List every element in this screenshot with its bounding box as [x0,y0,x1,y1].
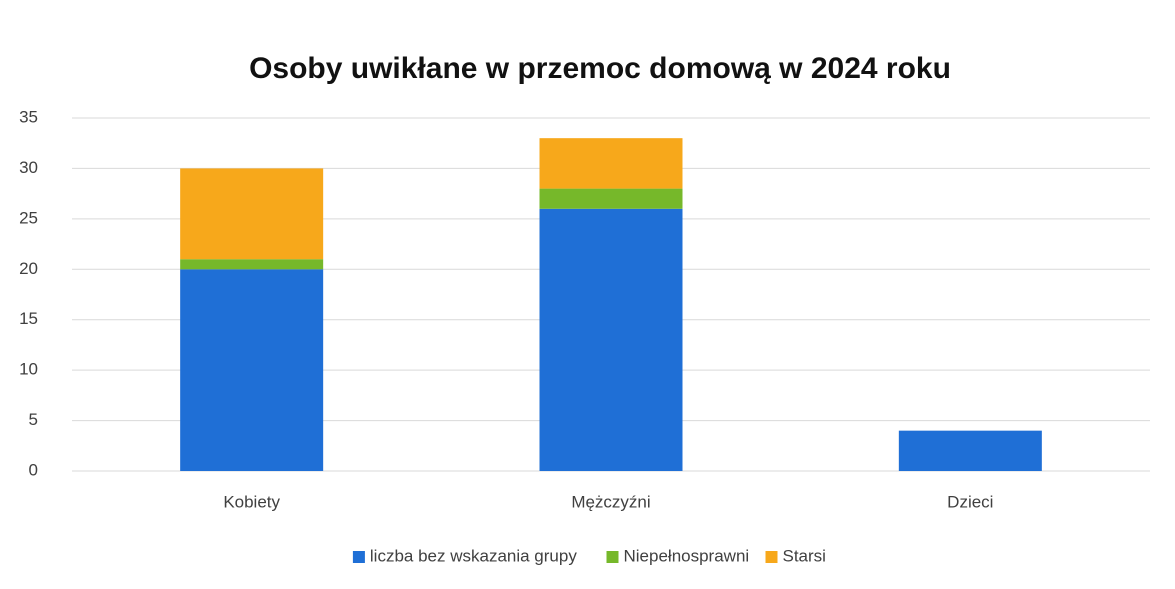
x-tick-label: Mężczyźni [571,492,650,511]
y-tick-label: 0 [29,460,38,479]
bar-segment [180,259,324,270]
y-tick-label: 15 [19,309,38,328]
chart-title: Osoby uwikłane w przemoc domową w 2024 r… [249,52,951,85]
legend-swatch [765,551,778,563]
legend-swatch [352,551,365,563]
bar-segment [180,269,324,471]
y-tick-label: 35 [19,107,38,126]
legend-swatch [606,551,619,563]
y-tick-label: 25 [19,208,38,227]
y-tick-label: 5 [29,410,38,429]
legend-label: Niepełnosprawni [624,546,750,565]
legend-label: Starsi [783,546,826,565]
bar-segment [539,138,683,189]
y-tick-label: 20 [19,259,38,278]
x-tick-label: Dzieci [947,492,993,511]
y-tick-label: 30 [19,158,38,177]
legend-label: liczba bez wskazania grupy [370,546,577,565]
bar-segment [898,430,1042,471]
bar-segment [180,168,324,260]
bar-segment [539,188,683,209]
x-tick-label: Kobiety [223,492,280,511]
y-tick-label: 10 [19,360,38,379]
bar-segment [539,208,683,471]
